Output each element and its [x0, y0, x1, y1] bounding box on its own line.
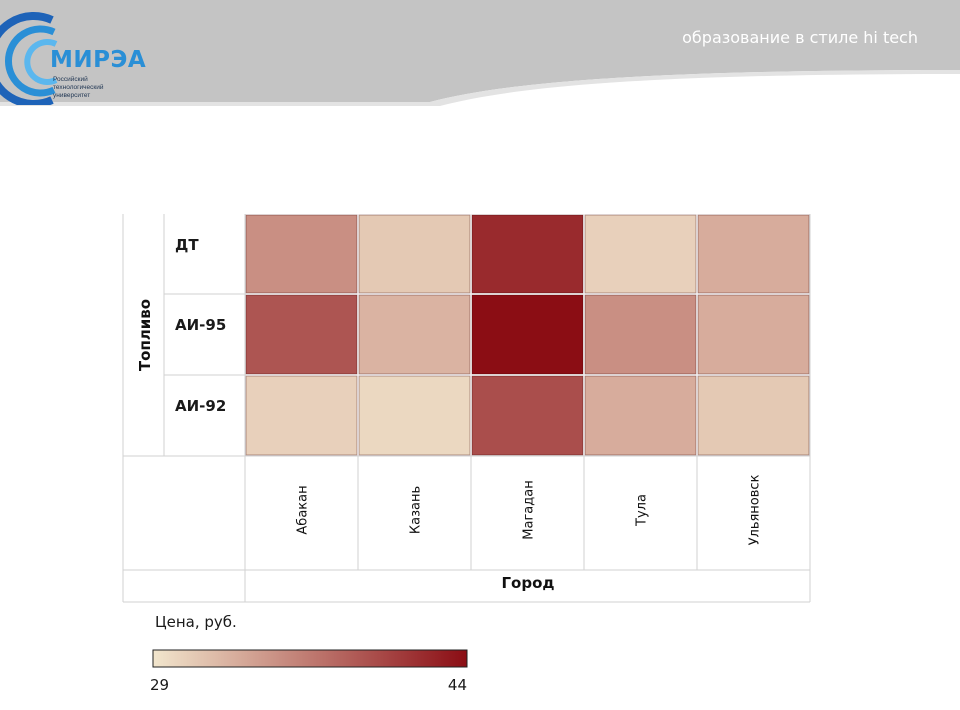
column-label: Казань — [409, 486, 424, 534]
column-label: Магадан — [522, 480, 537, 539]
row-label: АИ-95 — [175, 316, 226, 334]
heatmap-cell — [697, 375, 810, 456]
column-labels: Абакан Казань Магадан Тула Ульяновск — [296, 474, 763, 545]
heatmap-cell — [584, 294, 697, 375]
logo-subtitle-line-3: университет — [53, 92, 91, 99]
slogan: образование в стиле hi tech — [682, 28, 918, 47]
x-axis-title: Город — [501, 574, 554, 592]
row-label: ДТ — [175, 236, 199, 254]
heatmap-cell — [245, 214, 358, 294]
heatmap-cell — [697, 214, 810, 294]
heatmap-cell — [584, 214, 697, 294]
heatmap-cell — [245, 294, 358, 375]
column-label: Ульяновск — [748, 474, 763, 545]
legend-min-label: 29 — [150, 676, 169, 694]
heatmap-cell — [358, 294, 471, 375]
heatmap-cell — [245, 375, 358, 456]
row-label: АИ-92 — [175, 397, 226, 415]
logo-arcs-icon — [0, 12, 58, 105]
logo-subtitle-line-1: Российский — [53, 76, 88, 83]
column-label: Абакан — [296, 485, 311, 534]
legend-title: Цена, руб. — [155, 613, 237, 631]
header-band — [0, 0, 960, 106]
logo-title: МИРЭА — [50, 47, 147, 73]
heatmap-cell — [358, 214, 471, 294]
header-accent-curve — [0, 70, 960, 106]
heatmap-cell — [358, 375, 471, 456]
logo-subtitle-line-2: технологический — [53, 84, 104, 91]
heatmap-cells — [245, 214, 810, 456]
header-background — [0, 0, 960, 102]
heatmap-cell — [697, 294, 810, 375]
legend-color-scale — [152, 649, 468, 668]
row-labels: ДТ АИ-95 АИ-92 — [175, 236, 226, 415]
heatmap-cell — [471, 294, 584, 375]
logo: МИРЭА Российский технологический универс… — [0, 0, 165, 105]
heatmap-cell — [584, 375, 697, 456]
y-axis-title: Топливо — [136, 299, 154, 371]
column-label: Тула — [635, 494, 650, 527]
heatmap-cell — [471, 214, 584, 294]
heatmap-cell — [471, 375, 584, 456]
chart-grid — [122, 214, 811, 603]
legend-max-label: 44 — [448, 676, 467, 694]
